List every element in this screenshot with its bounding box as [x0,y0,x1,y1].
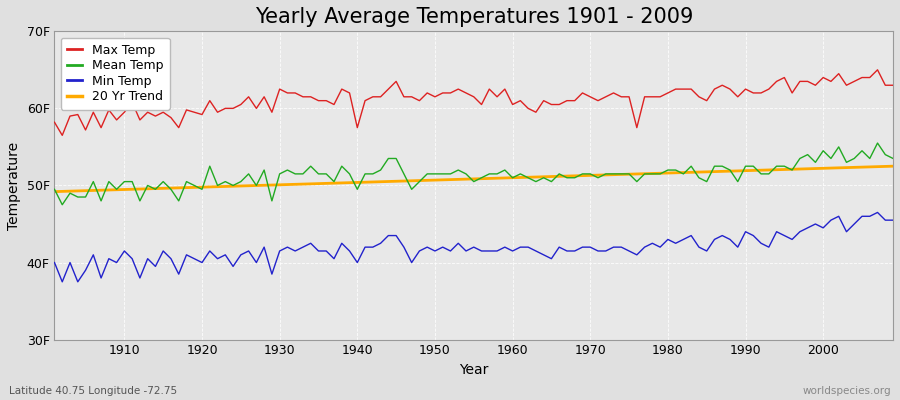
Text: Latitude 40.75 Longitude -72.75: Latitude 40.75 Longitude -72.75 [9,386,177,396]
X-axis label: Year: Year [459,363,489,377]
Text: worldspecies.org: worldspecies.org [803,386,891,396]
Title: Yearly Average Temperatures 1901 - 2009: Yearly Average Temperatures 1901 - 2009 [255,7,693,27]
Legend: Max Temp, Mean Temp, Min Temp, 20 Yr Trend: Max Temp, Mean Temp, Min Temp, 20 Yr Tre… [60,38,170,110]
Y-axis label: Temperature: Temperature [7,141,21,230]
